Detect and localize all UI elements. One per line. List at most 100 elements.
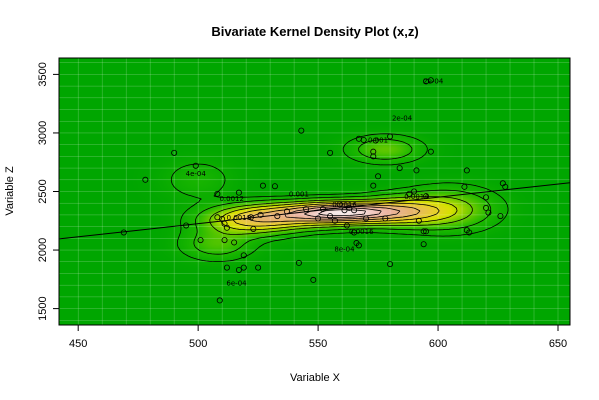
data-point [255,264,262,271]
data-point [295,259,302,266]
data-point [427,77,434,84]
data-point [382,215,389,222]
data-point [355,242,362,249]
data-point [420,241,427,248]
data-point [336,201,343,208]
data-point [240,264,247,271]
data-point [303,206,310,213]
data-point [485,209,492,216]
data-point [231,239,238,246]
y-tick-label: 1500 [37,296,49,320]
grid-lines [59,58,570,325]
data-point [351,207,358,214]
data-point [483,194,490,201]
data-point [406,190,413,197]
chart-title: Bivariate Kernel Density Plot (x,z) [211,24,418,39]
data-point [427,148,434,155]
data-point [370,182,377,189]
regression-line-layer [59,182,570,240]
data-point [360,136,367,143]
data-point [315,215,322,222]
data-point [413,167,420,174]
data-point [346,204,353,211]
contour-label: 0.0016 [332,201,357,209]
data-point [221,237,228,244]
data-point [214,190,221,197]
data-point [240,252,247,259]
data-point [283,208,290,215]
data-point [216,297,223,304]
data-point [274,213,281,220]
contour-label: 6e-04 [226,279,247,287]
contour-label: 4e-04 [186,170,207,178]
contour-label: 8e-04 [334,245,355,253]
data-points [120,77,509,304]
y-tick-label: 3000 [37,121,49,145]
data-point [250,225,257,232]
x-tick-label: 550 [309,338,327,350]
data-point [497,213,504,220]
contour-line [193,139,492,255]
data-point [387,261,394,268]
data-point [370,148,377,155]
data-point [363,215,370,222]
data-point [235,266,242,273]
contour-label: 0.0012 [219,195,244,203]
data-point [502,183,509,190]
data-point [257,211,264,218]
data-point [420,228,427,235]
data-point [183,222,190,229]
data-point [370,153,377,160]
data-point [343,222,350,229]
y-tick-label: 3500 [37,62,49,86]
x-tick-label: 650 [549,338,567,350]
data-point [375,173,382,180]
data-point [463,167,470,174]
data-point [327,149,334,156]
data-point [423,193,430,200]
data-point [372,137,379,144]
data-point [483,204,490,211]
data-point [461,183,468,190]
data-point [219,216,226,223]
x-tick-label: 600 [429,338,447,350]
data-point [415,217,422,224]
data-point [192,162,199,169]
contour-label: 0.001 [289,190,309,198]
x-axis: 450 500 550 600 650 [69,325,567,350]
density-surface [59,58,570,325]
regression-line [59,182,570,240]
data-point [423,228,430,235]
data-point [351,229,358,236]
data-point [197,237,204,244]
x-tick-label: 450 [69,338,87,350]
contour-label: 0.0018 [227,214,252,222]
data-point [327,213,334,220]
data-point [271,183,278,190]
data-point [298,127,305,134]
y-axis-label: Variable Z [4,166,16,216]
contour-line [170,133,509,262]
contour-label: 0.0016 [349,228,374,236]
y-tick-label: 2500 [37,179,49,203]
data-point [142,176,149,183]
x-axis-label: Variable X [290,372,341,384]
contour-label: 0.0014 [404,193,429,201]
plot-area: 2e-044e-040.0010.0010.00120.00180.00160.… [59,58,570,325]
data-point [341,207,348,214]
y-tick-label: 2000 [37,238,49,262]
data-point [411,188,418,195]
data-point [223,264,230,271]
contour-lines [170,133,509,262]
data-point [331,217,338,224]
data-point [223,224,230,231]
data-point [387,133,394,140]
data-point [319,206,326,213]
data-point [171,149,178,156]
contour-line [232,202,440,227]
contour-line [220,199,458,231]
contour-line [249,204,421,223]
data-point [310,276,317,283]
data-point [247,214,254,221]
